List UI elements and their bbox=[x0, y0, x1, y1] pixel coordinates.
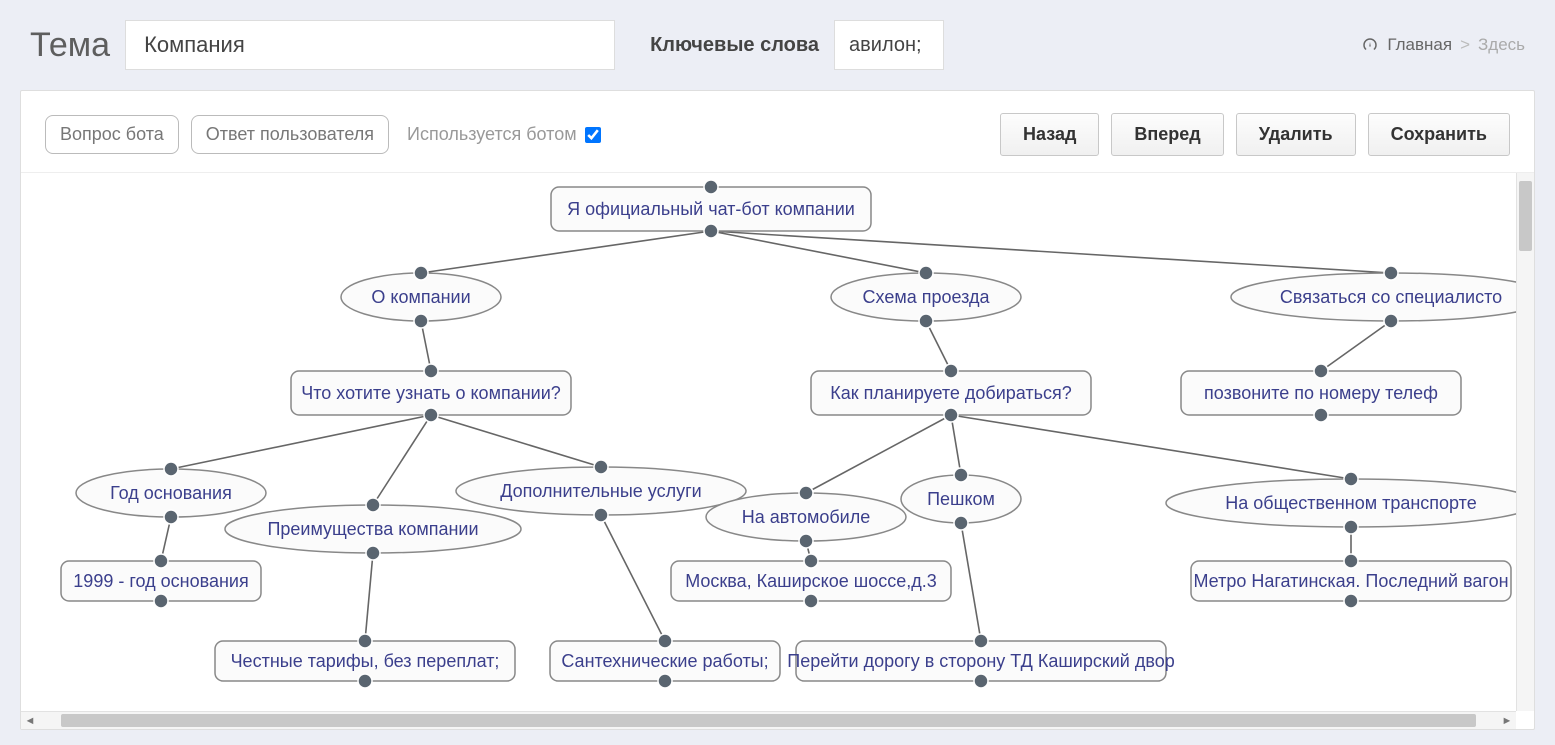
node-plumb[interactable]: Сантехнические работы; bbox=[550, 634, 780, 688]
keywords-input[interactable] bbox=[834, 20, 944, 70]
page-title: Тема bbox=[30, 26, 110, 65]
svg-text:Метро Нагатинская. Последний в: Метро Нагатинская. Последний вагон bbox=[1193, 571, 1508, 591]
node-y1999[interactable]: 1999 - год основания bbox=[61, 554, 261, 608]
horizontal-scrollbar[interactable]: ◄ ► bbox=[21, 711, 1516, 729]
node-howget[interactable]: Как планируете добираться? bbox=[811, 364, 1091, 422]
svg-text:Преимущества компании: Преимущества компании bbox=[267, 519, 478, 539]
delete-button[interactable]: Удалить bbox=[1236, 113, 1356, 156]
header: Тема Ключевые слова Главная > Здесь bbox=[0, 0, 1555, 90]
node-root[interactable]: Я официальный чат-бот компании bbox=[551, 180, 871, 238]
used-by-bot-label[interactable]: Используется ботом bbox=[407, 124, 601, 145]
svg-text:Как планируете добираться?: Как планируете добираться? bbox=[830, 383, 1072, 403]
dashboard-icon bbox=[1361, 36, 1379, 54]
theme-input[interactable] bbox=[125, 20, 615, 70]
svg-text:Связаться со специалисто: Связаться со специалисто bbox=[1280, 287, 1502, 307]
svg-text:Дополнительные услуги: Дополнительные услуги bbox=[500, 481, 701, 501]
diagram-svg[interactable]: Я официальный чат-бот компании О компании… bbox=[21, 173, 1534, 729]
node-addr[interactable]: Москва, Каширское шоссе,д.3 bbox=[671, 554, 951, 608]
svg-text:Схема проезда: Схема проезда bbox=[863, 287, 991, 307]
toolbar: Вопрос бота Ответ пользователя Используе… bbox=[21, 91, 1534, 173]
node-contact[interactable]: Связаться со специалисто bbox=[1231, 266, 1534, 328]
scroll-left-icon[interactable]: ◄ bbox=[21, 712, 39, 729]
keywords-label: Ключевые слова bbox=[650, 34, 819, 57]
node-cross[interactable]: Перейти дорогу в сторону ТД Каширский дв… bbox=[787, 634, 1174, 688]
svg-text:Год основания: Год основания bbox=[110, 483, 232, 503]
back-button[interactable]: Назад bbox=[1000, 113, 1099, 156]
diagram-canvas[interactable]: Я официальный чат-бот компании О компании… bbox=[21, 173, 1534, 729]
svg-text:На общественном транспорте: На общественном транспорте bbox=[1225, 493, 1476, 513]
svg-text:Москва, Каширское шоссе,д.3: Москва, Каширское шоссе,д.3 bbox=[685, 571, 937, 591]
svg-text:Честные тарифы, без переплат;: Честные тарифы, без переплат; bbox=[231, 651, 500, 671]
node-tariff[interactable]: Честные тарифы, без переплат; bbox=[215, 634, 515, 688]
node-callnum[interactable]: позвоните по номеру телеф bbox=[1181, 364, 1461, 422]
horizontal-scroll-thumb[interactable] bbox=[61, 714, 1476, 727]
vertical-scrollbar[interactable] bbox=[1516, 173, 1534, 711]
node-metro[interactable]: Метро Нагатинская. Последний вагон bbox=[1191, 554, 1511, 608]
node-walk[interactable]: Пешком bbox=[901, 468, 1021, 530]
forward-button[interactable]: Вперед bbox=[1111, 113, 1223, 156]
save-button[interactable]: Сохранить bbox=[1368, 113, 1510, 156]
node-trans[interactable]: На общественном транспорте bbox=[1166, 472, 1534, 534]
used-by-bot-checkbox[interactable] bbox=[585, 127, 601, 143]
svg-text:Пешком: Пешком bbox=[927, 489, 995, 509]
svg-text:О компании: О компании bbox=[371, 287, 470, 307]
vertical-scroll-thumb[interactable] bbox=[1519, 181, 1532, 251]
editor-panel: Вопрос бота Ответ пользователя Используе… bbox=[20, 90, 1535, 730]
svg-text:На автомобиле: На автомобиле bbox=[742, 507, 871, 527]
node-whatknow[interactable]: Что хотите узнать о компании? bbox=[291, 364, 571, 422]
svg-text:1999 - год основания: 1999 - год основания bbox=[73, 571, 248, 591]
svg-text:Я официальный чат-бот компании: Я официальный чат-бот компании bbox=[567, 199, 855, 219]
svg-text:позвоните по номеру телеф: позвоните по номеру телеф bbox=[1204, 383, 1438, 403]
used-by-bot-text: Используется ботом bbox=[407, 124, 577, 145]
diagram-canvas-wrap: Я официальный чат-бот компании О компании… bbox=[21, 173, 1534, 729]
user-answer-button[interactable]: Ответ пользователя bbox=[191, 115, 389, 154]
node-about[interactable]: О компании bbox=[341, 266, 501, 328]
svg-text:Сантехнические работы;: Сантехнические работы; bbox=[561, 651, 768, 671]
breadcrumb-current: Здесь bbox=[1478, 35, 1525, 55]
breadcrumb-separator: > bbox=[1460, 35, 1470, 55]
node-route[interactable]: Схема проезда bbox=[831, 266, 1021, 328]
svg-text:Что хотите узнать о компании?: Что хотите узнать о компании? bbox=[301, 383, 561, 403]
node-adv[interactable]: Преимущества компании bbox=[225, 498, 521, 560]
bot-question-button[interactable]: Вопрос бота bbox=[45, 115, 179, 154]
scroll-right-icon[interactable]: ► bbox=[1498, 712, 1516, 729]
breadcrumb: Главная > Здесь bbox=[1361, 35, 1525, 55]
svg-text:Перейти дорогу в сторону ТД Ка: Перейти дорогу в сторону ТД Каширский дв… bbox=[787, 651, 1174, 671]
node-extra[interactable]: Дополнительные услуги bbox=[456, 460, 746, 522]
node-year[interactable]: Год основания bbox=[76, 462, 266, 524]
breadcrumb-home[interactable]: Главная bbox=[1387, 35, 1452, 55]
